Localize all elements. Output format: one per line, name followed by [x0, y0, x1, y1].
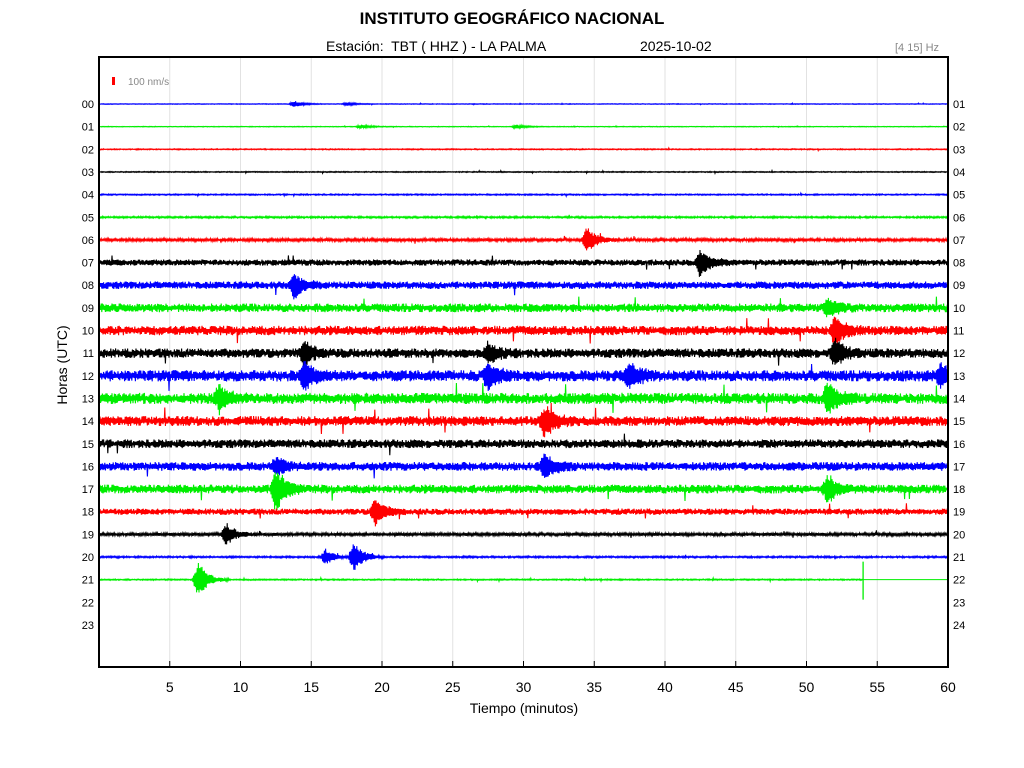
trace-hour-07 — [99, 249, 949, 277]
y-tick-label-right: 05 — [953, 190, 965, 202]
trace-hour-18 — [99, 500, 949, 527]
y-tick-label-left: 03 — [82, 167, 94, 179]
x-tick-label: 35 — [586, 679, 602, 695]
y-tick-label-right: 23 — [953, 597, 965, 609]
amplitude-scale: 100 nm/s — [112, 77, 169, 88]
trace-hour-13 — [99, 382, 949, 416]
y-tick-label-right: 10 — [953, 303, 965, 315]
trace-hour-17 — [99, 472, 949, 511]
y-tick-label-right: 11 — [953, 326, 964, 338]
y-tick-label-right: 08 — [953, 258, 965, 270]
y-tick-label-left: 00 — [82, 99, 94, 111]
y-tick-label-left: 11 — [83, 348, 94, 360]
plot-frame — [98, 56, 949, 668]
axis-ticks: 5 10 15 20 25 30 35 40 45 50 55 60 00 01 02 03 04 05 06 07 0… — [82, 99, 966, 695]
y-tick-label-left: 13 — [82, 393, 94, 405]
y-tick-label-left: 22 — [82, 597, 94, 609]
y-tick-label-right: 09 — [953, 280, 965, 292]
x-axis-label: Tiempo (minutos) — [469, 700, 579, 716]
scale-label: 100 nm/s — [128, 77, 169, 88]
trace-hour-09 — [99, 296, 949, 318]
y-tick-label-left: 23 — [82, 620, 94, 632]
y-tick-label-left: 12 — [82, 371, 94, 383]
y-tick-label-left: 07 — [82, 258, 94, 270]
grid-lines — [169, 57, 878, 667]
x-tick-label: 25 — [445, 679, 461, 695]
y-tick-label-right: 02 — [953, 122, 965, 134]
y-tick-label-right: 01 — [953, 99, 965, 111]
y-tick-label-left: 17 — [82, 484, 94, 496]
y-tick-label-right: 13 — [953, 371, 965, 383]
x-tick-label: 60 — [940, 679, 956, 695]
x-tick-label: 40 — [657, 679, 673, 695]
trace-hour-20 — [99, 544, 949, 570]
y-tick-label-right: 20 — [953, 529, 965, 541]
y-tick-label-left: 10 — [82, 326, 94, 338]
y-tick-label-left: 02 — [82, 144, 94, 156]
trace-hour-06 — [99, 228, 949, 251]
trace-hour-02 — [99, 146, 949, 153]
x-tick-label: 50 — [799, 679, 815, 695]
trace-hour-10 — [99, 316, 949, 345]
trace-hour-01 — [99, 123, 949, 130]
y-tick-label-left: 18 — [82, 507, 94, 519]
trace-hour-12 — [99, 360, 949, 392]
y-tick-label-left: 21 — [82, 575, 94, 587]
y-tick-label-right: 12 — [953, 348, 965, 360]
y-tick-label-left: 16 — [82, 461, 94, 473]
y-tick-label-right: 04 — [953, 167, 965, 179]
x-tick-label: 10 — [233, 679, 249, 695]
y-tick-label-right: 14 — [953, 393, 965, 405]
trace-hour-05 — [99, 214, 949, 220]
trace-hour-15 — [99, 433, 949, 456]
y-tick-label-right: 06 — [953, 212, 965, 224]
y-tick-label-left: 05 — [82, 212, 94, 224]
trace-hour-00 — [99, 100, 949, 108]
y-tick-label-left: 04 — [82, 190, 94, 202]
x-tick-label: 45 — [728, 679, 744, 695]
trace-hour-11 — [99, 337, 949, 366]
y-tick-label-right: 03 — [953, 144, 965, 156]
y-tick-label-right: 21 — [953, 552, 965, 564]
y-tick-label-left: 19 — [82, 529, 94, 541]
chart-title: INSTITUTO GEOGRÁFICO NACIONAL — [359, 9, 665, 28]
trace-hour-14 — [99, 402, 949, 438]
y-tick-label-right: 07 — [953, 235, 965, 247]
y-tick-label-left: 09 — [82, 303, 94, 315]
y-tick-label-right: 17 — [953, 461, 965, 473]
y-tick-label-right: 19 — [953, 507, 965, 519]
y-tick-label-left: 15 — [82, 439, 94, 451]
seismic-traces — [99, 100, 949, 600]
scale-bar — [112, 77, 115, 85]
y-tick-label-left: 01 — [82, 122, 94, 134]
y-tick-label-right: 24 — [953, 620, 965, 632]
trace-hour-08 — [99, 274, 949, 300]
y-tick-label-right: 15 — [953, 416, 965, 428]
filter-label: [4 15] Hz — [895, 42, 940, 54]
trace-hour-03 — [99, 168, 949, 175]
x-tick-label: 30 — [516, 679, 532, 695]
trace-hour-04 — [99, 191, 949, 199]
y-tick-label-left: 06 — [82, 235, 94, 247]
y-tick-label-right: 18 — [953, 484, 965, 496]
x-tick-label: 55 — [869, 679, 885, 695]
trace-hour-21 — [99, 562, 864, 593]
date-label: 2025-10-02 — [640, 38, 712, 54]
x-tick-label: 20 — [374, 679, 390, 695]
y-tick-label-left: 08 — [82, 280, 94, 292]
y-tick-label-left: 14 — [82, 416, 94, 428]
y-tick-label-right: 16 — [953, 439, 965, 451]
y-tick-label-right: 22 — [953, 575, 965, 587]
trace-hour-16 — [99, 453, 949, 479]
station-label: Estación: TBT ( HHZ ) - LA PALMA — [326, 38, 547, 54]
y-tick-label-left: 20 — [82, 552, 94, 564]
trace-hour-19 — [99, 523, 949, 545]
x-tick-label: 5 — [166, 679, 174, 695]
x-tick-label: 15 — [303, 679, 319, 695]
